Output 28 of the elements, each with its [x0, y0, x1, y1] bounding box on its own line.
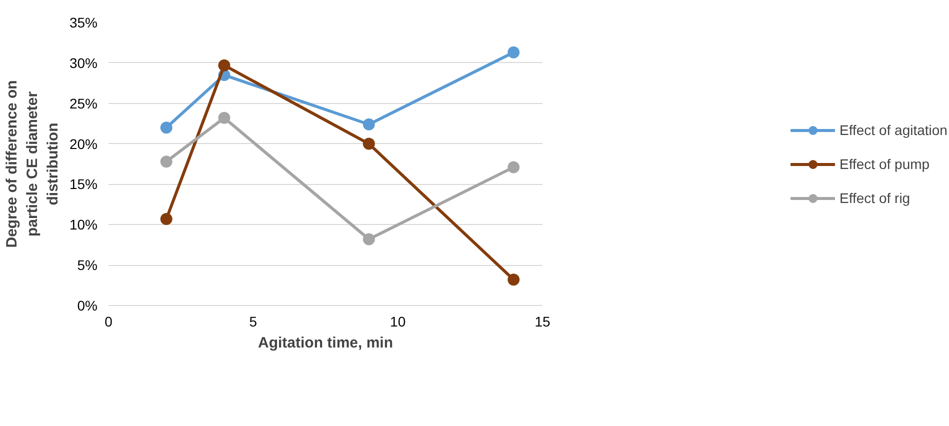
point: [362, 138, 375, 150]
point: [362, 118, 375, 130]
y-tick-label: 5%: [77, 257, 98, 274]
y-tick-label: 30%: [69, 54, 98, 71]
legend-label: Effect of pump: [840, 156, 930, 172]
x-tick-label: 15: [534, 314, 550, 330]
y-tick-label: 0%: [77, 298, 98, 314]
y-axis-title: Degree of difference on particle CE diameter distribution: [4, 80, 62, 248]
point: [508, 161, 520, 174]
x-tick-label: 0: [104, 314, 113, 330]
x-tick-label: 5: [249, 314, 258, 330]
y-tick-label: 15%: [69, 176, 98, 192]
point: [218, 59, 230, 72]
point: [160, 122, 172, 134]
point: [218, 112, 230, 124]
point: [508, 274, 520, 286]
y-tick-label: 25%: [69, 95, 98, 112]
x-axis-title: Agitation time, min: [258, 334, 393, 352]
point: [160, 156, 172, 168]
y-tick-label: 35%: [69, 14, 98, 30]
y-tick-label: 10%: [69, 216, 98, 233]
x-tick-label: 10: [390, 314, 406, 330]
legend-label: Effect of agitation: [840, 122, 948, 138]
y-tick-label: 20%: [69, 136, 98, 152]
legend-label: Effect of rig: [840, 190, 910, 206]
point: [362, 233, 375, 246]
point: [160, 212, 172, 225]
point: [508, 46, 520, 58]
